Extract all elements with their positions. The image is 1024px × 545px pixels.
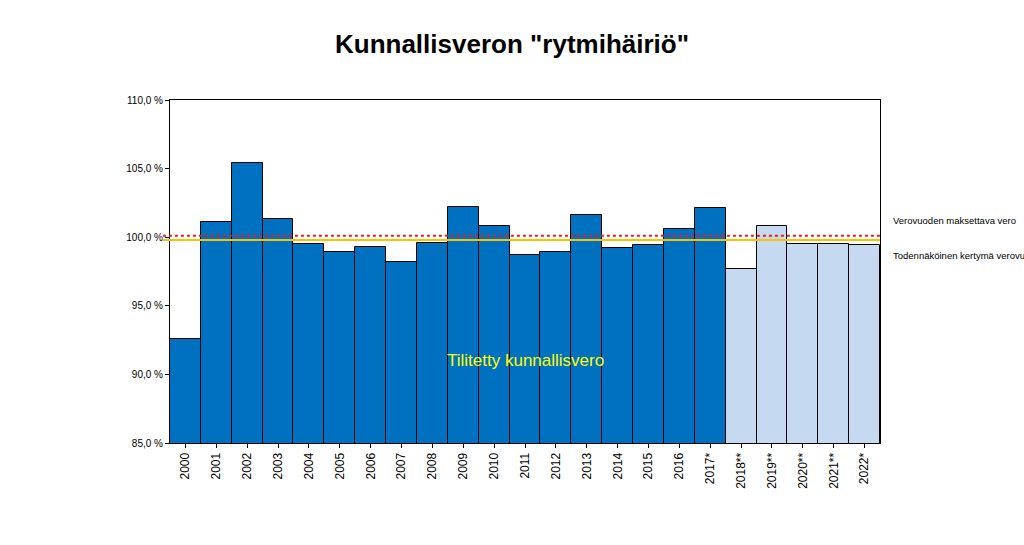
svg-text:2005: 2005 (333, 452, 347, 479)
svg-text:2017*: 2017* (703, 452, 717, 484)
svg-text:85,0 %: 85,0 % (132, 438, 163, 449)
svg-text:2019**: 2019** (765, 452, 779, 488)
svg-text:2020**: 2020** (796, 452, 810, 488)
svg-text:Verovuoden maksettava vero: Verovuoden maksettava vero (893, 215, 1016, 226)
svg-text:2000: 2000 (178, 452, 192, 479)
svg-text:2012: 2012 (549, 452, 563, 479)
svg-text:2001: 2001 (209, 452, 223, 479)
svg-text:Tilitetty kunnallisvero: Tilitetty kunnallisvero (447, 351, 604, 370)
svg-text:2007: 2007 (394, 452, 408, 479)
svg-text:2010: 2010 (487, 452, 501, 479)
svg-text:100,0 %: 100,0 % (126, 232, 163, 243)
svg-text:2016: 2016 (672, 452, 686, 479)
svg-text:2018**: 2018** (734, 452, 748, 488)
svg-text:Todennäköinen kertymä verovuod: Todennäköinen kertymä verovuodelta (893, 250, 1024, 261)
svg-text:2004: 2004 (302, 452, 316, 479)
svg-text:2014: 2014 (611, 452, 625, 479)
svg-text:2015: 2015 (641, 452, 655, 479)
svg-text:2011: 2011 (518, 452, 532, 478)
svg-text:2021**: 2021** (827, 452, 841, 488)
svg-text:95,0 %: 95,0 % (132, 300, 163, 311)
svg-text:2013: 2013 (580, 452, 594, 479)
svg-text:2006: 2006 (364, 452, 378, 479)
svg-text:2002: 2002 (240, 452, 254, 479)
svg-text:90,0 %: 90,0 % (132, 369, 163, 380)
svg-text:2003: 2003 (271, 452, 285, 479)
svg-text:2008: 2008 (425, 452, 439, 479)
svg-text:Kunnallisveron "rytmihäiriö": Kunnallisveron "rytmihäiriö" (335, 29, 689, 59)
svg-text:110,0 %: 110,0 % (127, 95, 163, 106)
svg-text:105,0 %: 105,0 % (126, 163, 163, 174)
svg-text:2009: 2009 (456, 452, 470, 479)
svg-text:2022*: 2022* (857, 452, 871, 484)
